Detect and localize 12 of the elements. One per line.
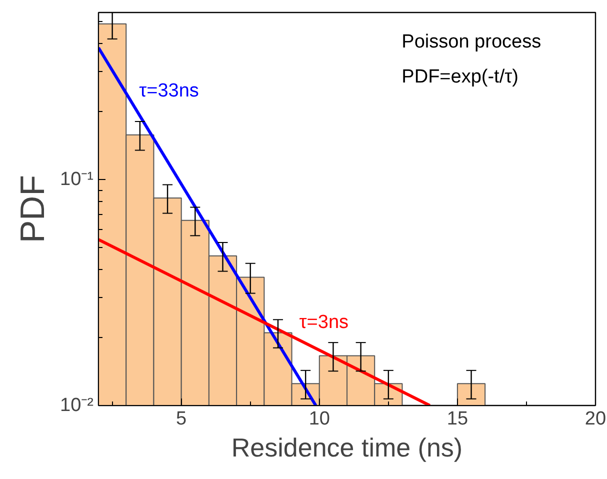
x-tick-label: 20 [584, 408, 606, 430]
annotation: PDF=exp(-t/τ) [402, 66, 518, 88]
x-axis-title: Residence time (ns) [231, 432, 463, 462]
y-tick-label: 10⁻¹ [60, 169, 94, 190]
x-tick-label: 5 [176, 408, 187, 430]
x-tick-label: 15 [446, 408, 468, 430]
y-axis-title: PDF [14, 175, 52, 243]
series-label: τ=33ns [139, 80, 199, 102]
annotation: Poisson process [402, 32, 542, 52]
series-label: τ=3ns [299, 312, 349, 334]
x-tick-label: 10 [308, 408, 330, 430]
y-tick-label: 10⁻² [60, 395, 94, 416]
